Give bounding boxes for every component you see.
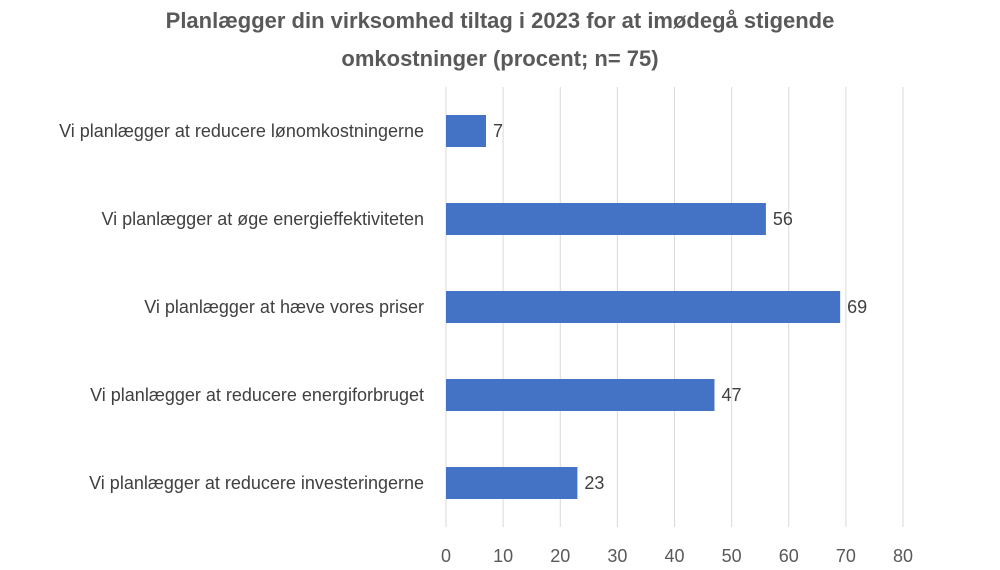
x-tick-label-40: 40 (664, 546, 684, 566)
bar-2 (446, 203, 766, 235)
x-tick-label-10: 10 (493, 546, 513, 566)
data-label-2: 56 (773, 209, 793, 229)
x-tick-label-70: 70 (836, 546, 856, 566)
category-label-3: Vi planlægger at hæve vores priser (144, 297, 424, 317)
bar-5 (446, 467, 578, 499)
data-label-3: 69 (847, 297, 867, 317)
data-label-5: 23 (584, 473, 604, 493)
x-tick-label-0: 0 (441, 546, 451, 566)
chart-title-line-2: omkostninger (procent; n= 75) (341, 46, 659, 71)
bar-3 (446, 291, 841, 323)
data-label-1: 7 (493, 121, 503, 141)
x-tick-label-60: 60 (779, 546, 799, 566)
x-tick-label-30: 30 (607, 546, 627, 566)
chart-title-line-1: Planlægger din virksomhed tiltag i 2023 … (165, 8, 835, 33)
category-label-5: Vi planlægger at reducere investeringern… (89, 473, 424, 493)
data-label-4: 47 (721, 385, 741, 405)
bar-1 (446, 115, 486, 147)
x-tick-label-50: 50 (722, 546, 742, 566)
category-label-1: Vi planlægger at reducere lønomkostninge… (59, 121, 424, 141)
bar-4 (446, 379, 715, 411)
category-label-4: Vi planlægger at reducere energiforbruge… (90, 385, 424, 405)
category-label-2: Vi planlægger at øge energieffektivitete… (101, 209, 424, 229)
x-tick-label-80: 80 (893, 546, 913, 566)
x-tick-label-20: 20 (550, 546, 570, 566)
